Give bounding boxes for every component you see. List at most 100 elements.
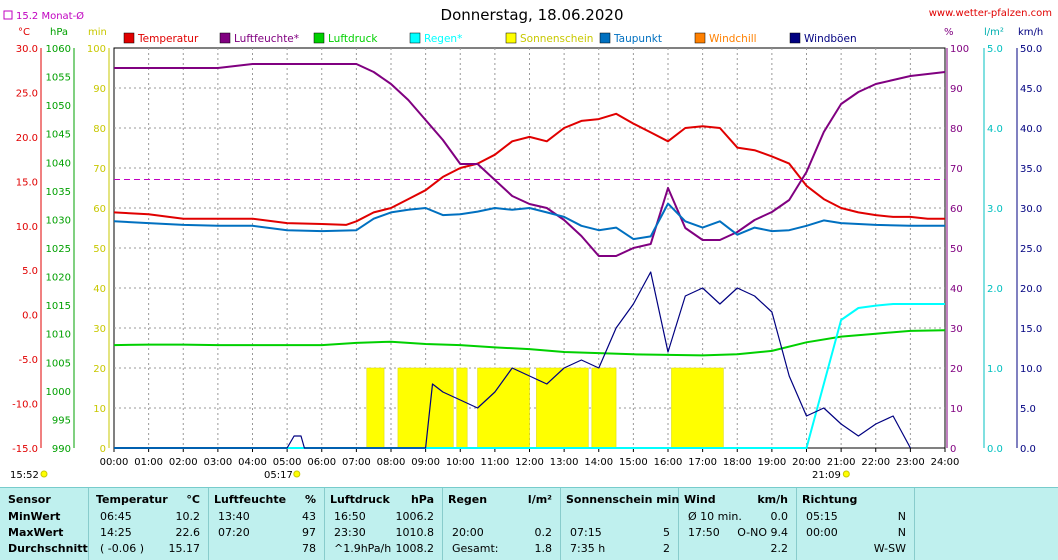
axis-tick-press: 1000: [46, 387, 71, 398]
axis-tick-rain: 1.0: [987, 364, 1003, 375]
x-tick-label: 07:00: [342, 457, 371, 468]
site-url: www.wetter-pfalzen.com: [929, 8, 1052, 19]
stats-cell: 23:30: [334, 526, 366, 539]
x-tick-label: 11:00: [480, 457, 509, 468]
time-now-label: 15:52: [10, 470, 39, 481]
stats-cell: 1010.8: [395, 526, 435, 539]
stats-table: Sensor Temperatur °C Luftfeuchte% Luftdruck h…: [0, 487, 1058, 560]
stats-cell: Gesamt:: [452, 542, 499, 555]
stats-cell: °C: [186, 493, 200, 506]
data-series: [113, 63, 946, 478]
axis-tick-humidity: 20: [950, 364, 963, 375]
legend-label: Windchill: [709, 33, 757, 45]
stats-cell: 05:15: [806, 510, 838, 523]
x-tick-label: 23:00: [896, 457, 925, 468]
axis-tick-temp: 15.0: [16, 177, 38, 188]
stats-cell: O-NO 9.4: [737, 526, 788, 539]
axis-tick-press: 1035: [46, 187, 71, 198]
stats-cell: 17:50: [688, 526, 720, 539]
x-tick-label: 21:00: [827, 457, 856, 468]
stats-cell: l/m²: [527, 493, 552, 506]
stats-cell: ( -0.06 ): [100, 542, 145, 555]
x-tick-label: 01:00: [134, 457, 163, 468]
legend-swatch: [409, 32, 421, 44]
sunshine-bar: [671, 367, 724, 449]
axis-tick-press: 1005: [46, 358, 71, 369]
axis-tick-humidity: 30: [950, 324, 963, 335]
x-tick-label: 20:00: [792, 457, 821, 468]
legend-label: Windböen: [804, 33, 857, 45]
axis-tick-humidity: 60: [950, 204, 963, 215]
axis-tick-sun_min: 50: [93, 244, 106, 255]
legend-label: Temperatur: [137, 33, 199, 45]
sunshine-bar: [456, 367, 468, 449]
axis-tick-press: 1025: [46, 244, 71, 255]
sunset-dot: [842, 470, 850, 478]
legend-swatch: [123, 32, 135, 44]
axis-tick-humidity: 0: [950, 444, 956, 455]
axis-tick-press: 1020: [46, 273, 71, 284]
x-tick-label: 22:00: [861, 457, 890, 468]
stats-cell: 78: [302, 542, 316, 555]
axis-tick-wind: 0.0: [1020, 444, 1036, 455]
stats-cell: 0.0: [770, 510, 789, 523]
axis-tick-temp: -5.0: [18, 355, 38, 366]
series-line-regen: [114, 303, 945, 449]
axis-tick-sun_min: 100: [87, 44, 106, 55]
axis-tick-wind: 30.0: [1020, 204, 1042, 215]
x-tick-label: 00:00: [100, 457, 129, 468]
axis-tick-wind: 40.0: [1020, 124, 1042, 135]
stats-cell: 16:50: [334, 510, 366, 523]
axis-tick-sun_min: 30: [93, 324, 106, 335]
axis-tick-humidity: 10: [950, 404, 963, 415]
stats-cell: W-SW: [873, 542, 906, 555]
axis-tick-sun_min: 90: [93, 84, 106, 95]
legend-swatch: [313, 32, 325, 44]
stats-cell: 2: [663, 542, 670, 555]
stats-cell: 2.2: [770, 542, 789, 555]
stats-cell: N: [897, 510, 906, 523]
stats-cell: 20:00: [452, 526, 484, 539]
stats-cell: Sensor: [8, 493, 51, 506]
axis-tick-wind: 35.0: [1020, 164, 1042, 175]
legend-label: Taupunkt: [613, 33, 662, 45]
stats-cell: km/h: [757, 493, 788, 506]
unit-temp: °C: [18, 27, 30, 38]
x-tick-label: 03:00: [203, 457, 232, 468]
axis-tick-temp: 30.0: [16, 44, 38, 55]
stats-cell: N: [897, 526, 906, 539]
axis-tick-wind: 20.0: [1020, 284, 1042, 295]
axis-tick-wind: 45.0: [1020, 84, 1042, 95]
x-tick-label: 24:00: [931, 457, 960, 468]
unit-percent: %: [944, 27, 954, 38]
stats-cell: Richtung: [802, 493, 858, 506]
stats-cell: 5: [663, 526, 670, 539]
axis-tick-rain: 5.0: [987, 44, 1003, 55]
series-line-luftdruck: [113, 329, 946, 357]
x-tick-label: 08:00: [377, 457, 406, 468]
axis-tick-humidity: 70: [950, 164, 963, 175]
axis-tick-sun_min: 40: [93, 284, 106, 295]
stats-cell: 14:25: [100, 526, 132, 539]
x-tick-label: 12:00: [515, 457, 544, 468]
unit-min: min: [88, 27, 107, 38]
series-line-windben: [114, 271, 911, 449]
sunshine-bar: [366, 367, 385, 449]
axis-tick-rain: 2.0: [987, 284, 1003, 295]
stats-cell: Wind: [684, 493, 716, 506]
stats-cell: 07:20: [218, 526, 250, 539]
x-tick-label: 02:00: [169, 457, 198, 468]
series-line-temperatur: [113, 112, 945, 226]
axis-tick-wind: 50.0: [1020, 44, 1042, 55]
axis-tick-rain: 4.0: [987, 124, 1003, 135]
stats-cell: Regen: [448, 493, 488, 506]
legend-swatch: [219, 32, 231, 44]
axis-tick-temp: -10.0: [12, 400, 38, 411]
axis-tick-sun_min: 60: [93, 204, 106, 215]
sunshine-bar: [536, 367, 589, 449]
stats-cell: Ø 10 min.: [688, 510, 742, 523]
stats-cell: 22.6: [175, 526, 201, 539]
stats-cell: MinWert: [8, 510, 61, 523]
series-line-luftfeuchte: [114, 63, 946, 257]
axis-tick-humidity: 40: [950, 284, 963, 295]
